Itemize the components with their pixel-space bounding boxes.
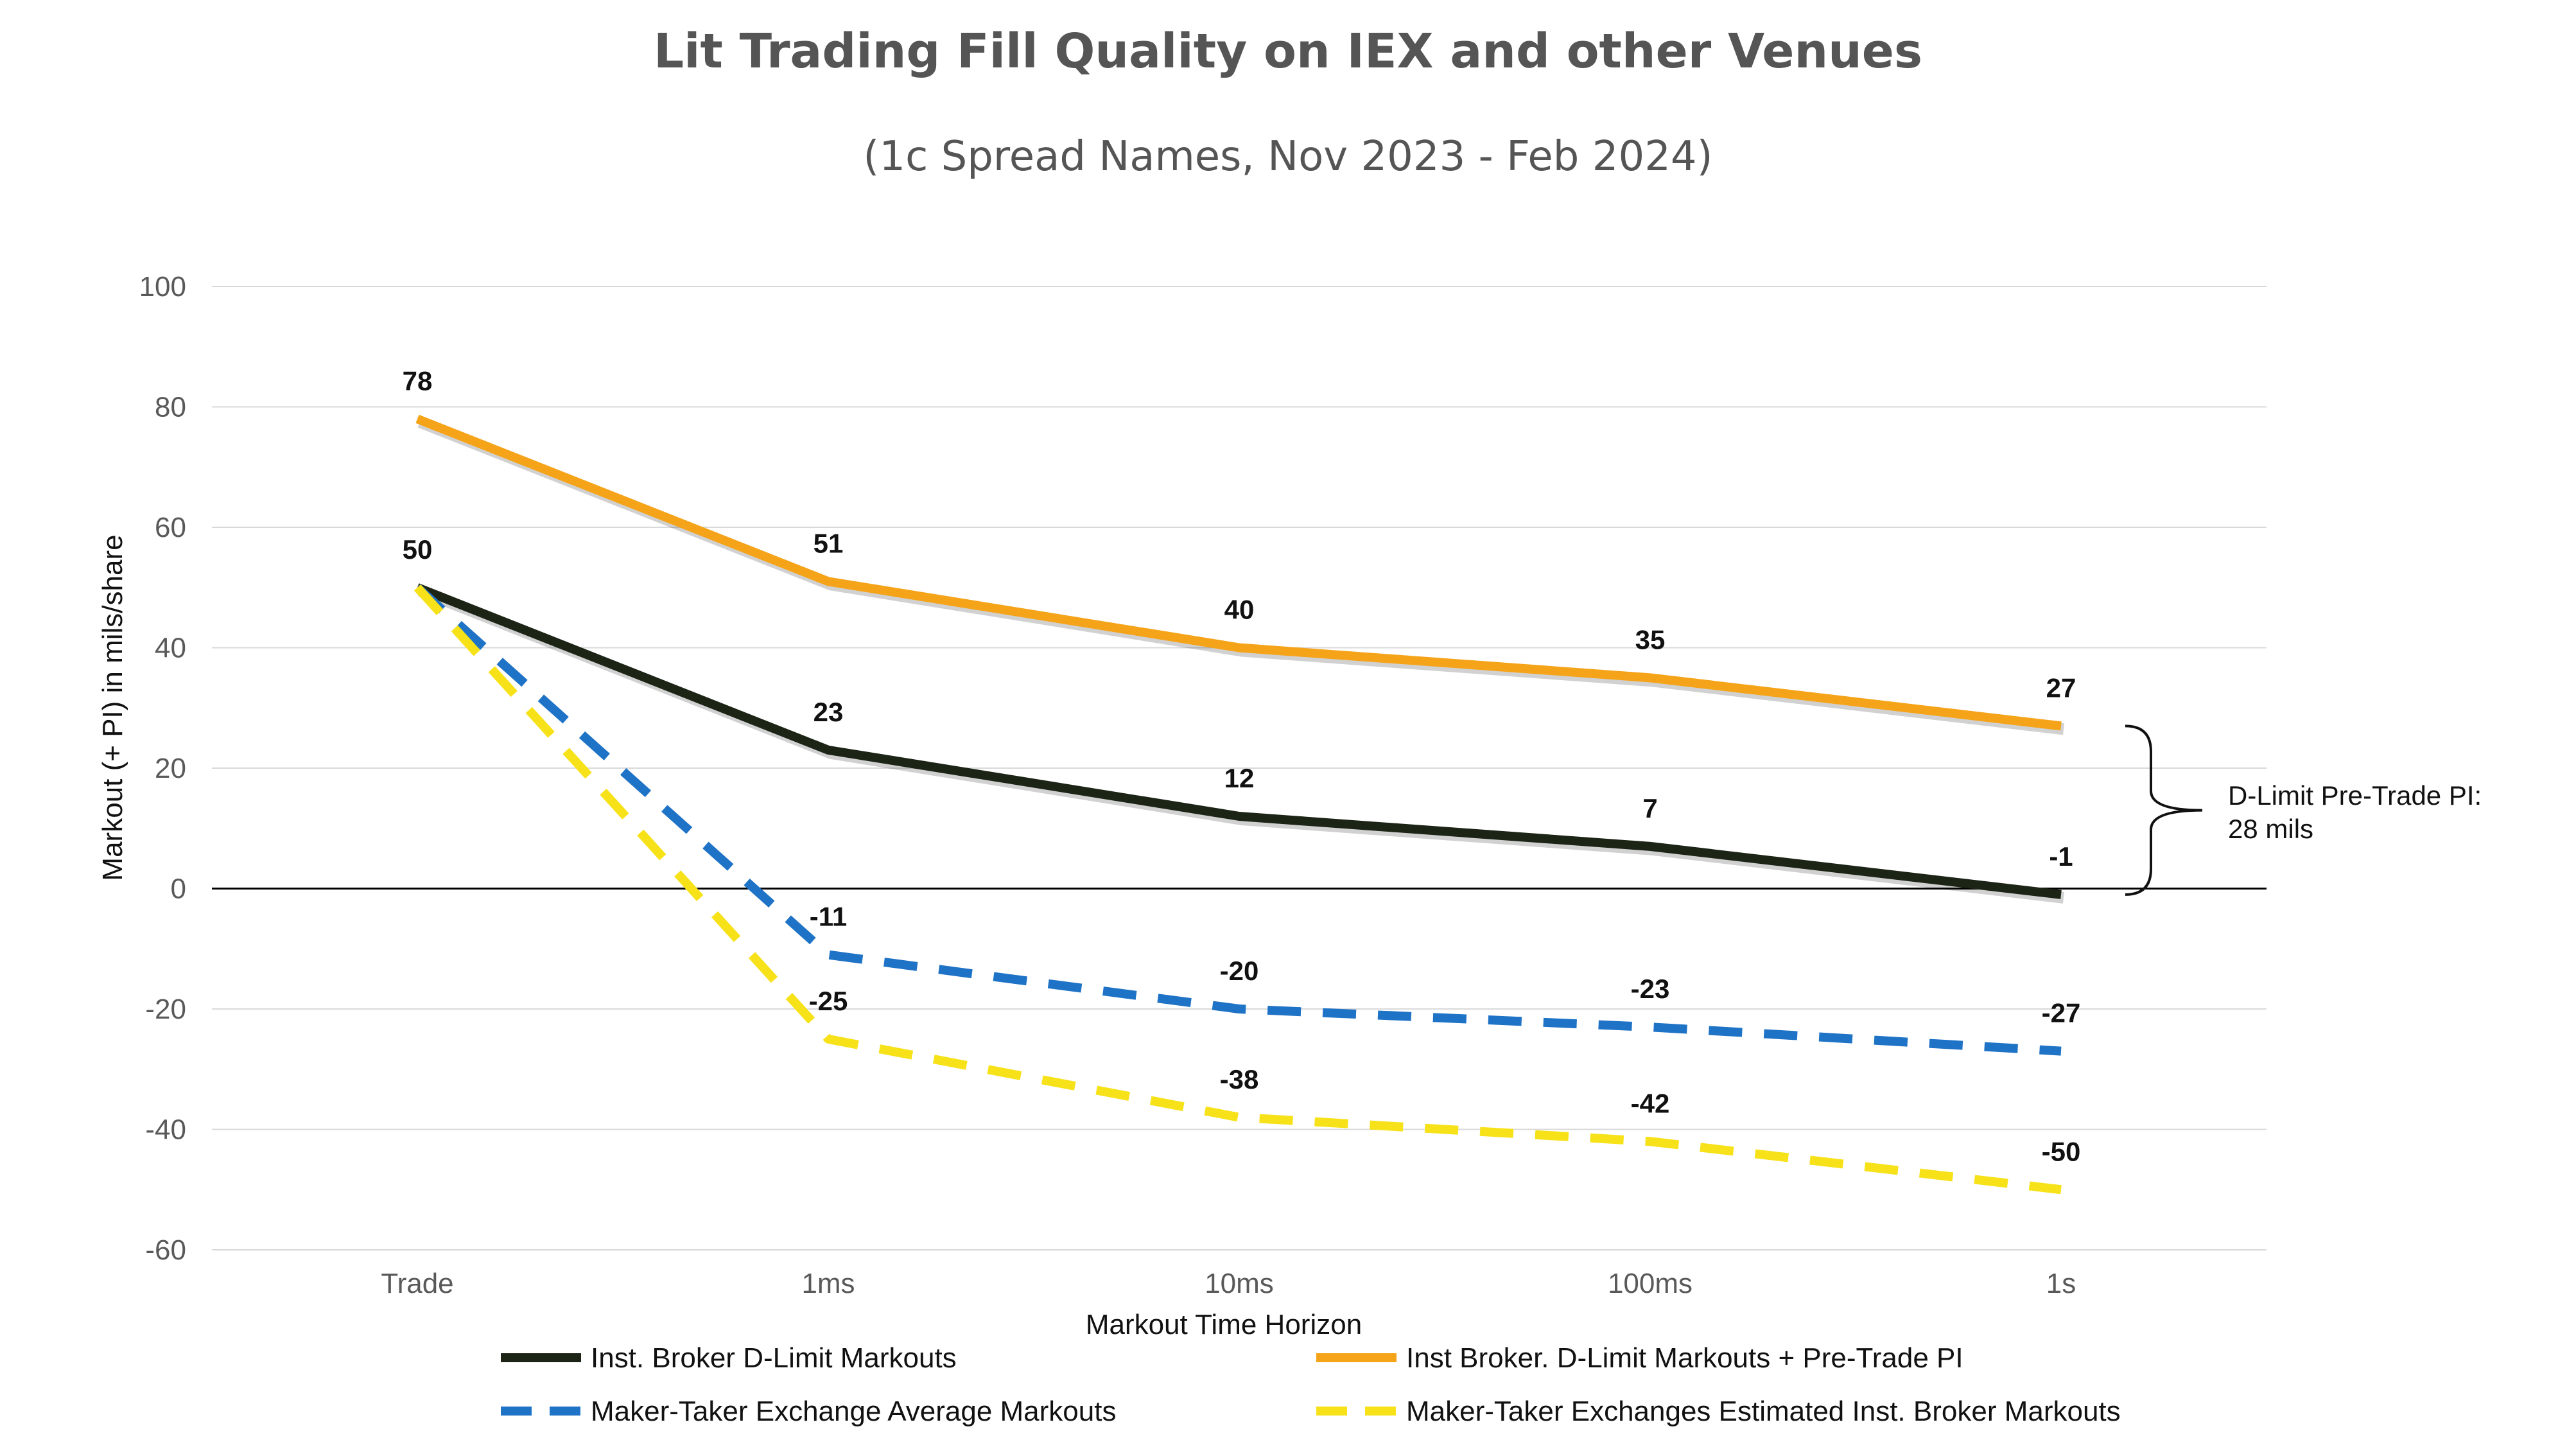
x-tick-label-trade: Trade [381, 1268, 453, 1299]
legend: Inst. Broker D-Limit Markouts Inst Broker… [501, 1342, 2121, 1427]
x-axis-label: Markout Time Horizon [1086, 1309, 1362, 1340]
data-label-inst-broker-d-limit-markouts-trade: 50 [403, 534, 433, 565]
data-label-inst-broker-d-limit-markouts-1ms: 23 [814, 697, 844, 727]
data-label-inst-broker-d-limit-markouts-pre-trade-pi-trade: 78 [403, 365, 433, 396]
y-tick-label: 100 [139, 271, 186, 303]
series-lines [413, 414, 2065, 1195]
y-tick-label: -40 [145, 1114, 186, 1146]
chart-subtitle: (1c Spread Names, Nov 2023 - Feb 2024) [863, 133, 1712, 180]
data-label-inst-broker-d-limit-markouts-pre-trade-pi-100ms: 35 [1635, 624, 1666, 654]
y-axis-ticks: 100 80 60 40 20 0 -20 -40 -60 [139, 271, 186, 1266]
data-label-maker-taker-exchange-average-markouts-1s: -27 [2042, 998, 2081, 1028]
data-label-inst-broker-d-limit-markouts-pre-trade-pi-1s: 27 [2046, 672, 2076, 703]
data-label-inst-broker-d-limit-markouts-100ms: 7 [1642, 793, 1657, 823]
data-label-maker-taker-exchange-average-markouts-1ms: -11 [810, 902, 847, 932]
y-tick-label: -60 [145, 1234, 186, 1266]
x-tick-label-10ms: 10ms [1205, 1268, 1274, 1299]
y-tick-label: 40 [155, 633, 186, 664]
legend-label-maker-taker-exchange-average-markouts: Maker-Taker Exchange Average Markouts [591, 1396, 1116, 1427]
annotation-text-line2: 28 mils [2228, 814, 2313, 844]
annotation-text-line1: D-Limit Pre-Trade PI: [2228, 780, 2482, 811]
x-axis-ticks: Trade 1ms 10ms 100ms 1s [381, 1268, 2076, 1299]
series-shadow-inst-broker-d-limit-markouts [417, 585, 2065, 904]
data-label-maker-taker-exchanges-estimated-inst-broker-markouts-1ms: -25 [809, 986, 848, 1016]
data-label-maker-taker-exchange-average-markouts-100ms: -23 [1631, 974, 1670, 1004]
series-line-inst-broker-d-limit-markouts-pre-trade-pi [415, 414, 2062, 731]
data-label-inst-broker-d-limit-markouts-1s: -1 [2049, 841, 2073, 872]
gridlines [212, 286, 2267, 1250]
pre-trade-pi-annotation: D-Limit Pre-Trade PI: 28 mils [2125, 724, 2482, 896]
y-tick-label: 60 [155, 512, 186, 543]
y-axis-label: Markout (+ PI) in mils/share [97, 534, 128, 881]
series-line-maker-taker-exchange-average-markouts [414, 584, 2062, 1056]
legend-label-maker-taker-exchanges-estimated-inst-broker-markouts: Maker-Taker Exchanges Estimated Inst. Br… [1406, 1396, 2121, 1427]
y-tick-label: 80 [155, 392, 186, 423]
data-label-maker-taker-exchange-average-markouts-10ms: -20 [1220, 956, 1259, 986]
annotation-brace [2125, 724, 2203, 896]
x-tick-label-1s: 1s [2046, 1268, 2076, 1299]
y-tick-label: -20 [145, 994, 186, 1025]
data-label-maker-taker-exchanges-estimated-inst-broker-markouts-100ms: -42 [1631, 1088, 1670, 1118]
x-tick-label-100ms: 100ms [1608, 1268, 1693, 1299]
series-line-maker-taker-exchanges-estimated-inst-broker-markouts [413, 584, 2062, 1195]
y-tick-label: 0 [171, 873, 186, 905]
y-tick-label: 20 [155, 753, 186, 784]
legend-label-inst-broker-d-limit-markouts-pre-trade-pi: Inst Broker. D-Limit Markouts + Pre-Trad… [1406, 1342, 1963, 1374]
data-label-inst-broker-d-limit-markouts-pre-trade-pi-1ms: 51 [814, 528, 844, 558]
legend-label-inst-broker-d-limit-markouts: Inst. Broker D-Limit Markouts [591, 1342, 957, 1374]
data-label-inst-broker-d-limit-markouts-pre-trade-pi-10ms: 40 [1224, 595, 1255, 625]
data-label-maker-taker-exchanges-estimated-inst-broker-markouts-10ms: -38 [1220, 1064, 1259, 1094]
x-tick-label-1ms: 1ms [801, 1268, 855, 1299]
data-label-maker-taker-exchanges-estimated-inst-broker-markouts-1s: -50 [2042, 1136, 2081, 1166]
chart-title: Lit Trading Fill Quality on IEX and othe… [654, 24, 1922, 79]
series-line-inst-broker-d-limit-markouts [415, 583, 2062, 899]
data-label-inst-broker-d-limit-markouts-10ms: 12 [1224, 763, 1255, 793]
data-labels: 50 23 12 7 -1 78 51 40 35 27 -11 -20 -23 -27 -25 -38 -42… [403, 365, 2081, 1166]
